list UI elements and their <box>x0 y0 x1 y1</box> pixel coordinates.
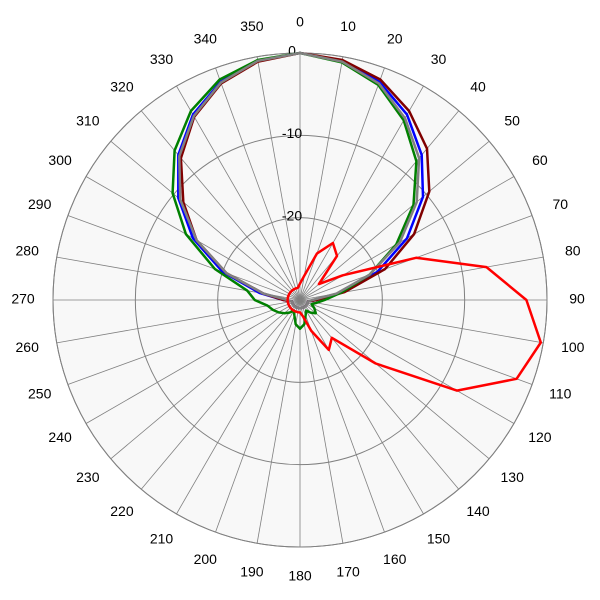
spoke <box>299 299 544 344</box>
angle-label: 180 <box>288 568 312 584</box>
r-tick-label: 0 <box>288 43 296 59</box>
angle-label: 350 <box>240 18 264 34</box>
angle-label: 110 <box>549 385 572 401</box>
angle-label: 10 <box>340 18 356 34</box>
angle-label: 160 <box>383 551 407 567</box>
spoke <box>299 299 533 385</box>
spoke <box>299 299 490 460</box>
angle-label: 140 <box>466 503 490 519</box>
ring <box>134 134 466 466</box>
angle-label: 240 <box>48 429 72 445</box>
spoke <box>110 299 301 460</box>
angle-label: 50 <box>504 113 520 129</box>
angle-label: 80 <box>565 243 581 259</box>
angle-label: 300 <box>48 152 72 168</box>
angle-label: 200 <box>194 551 218 567</box>
angle-label: 170 <box>336 563 360 579</box>
angle-label: 260 <box>16 339 40 355</box>
series-line <box>178 51 421 310</box>
angle-label: 130 <box>501 469 525 485</box>
angle-label: 210 <box>150 531 174 547</box>
angle-label: 330 <box>150 51 174 67</box>
spoke <box>56 299 301 344</box>
spoke <box>299 299 460 490</box>
angle-label: 70 <box>553 196 569 212</box>
spoke <box>299 56 344 301</box>
angle-label: 30 <box>431 51 447 67</box>
angle-label: 340 <box>194 30 218 46</box>
spoke <box>299 110 460 301</box>
angle-label: 320 <box>110 79 134 95</box>
angle-label: 270 <box>11 291 35 307</box>
spoke <box>299 67 385 301</box>
angle-label: 280 <box>16 243 40 259</box>
angle-label: 0 <box>296 14 304 30</box>
spoke <box>215 67 301 301</box>
spoke <box>299 140 490 301</box>
r-tick-label: -10 <box>282 125 302 141</box>
spoke <box>215 299 301 533</box>
angle-label: 60 <box>532 152 548 168</box>
angle-label: 150 <box>427 531 451 547</box>
series-line <box>286 241 543 392</box>
r-tick-label: -20 <box>282 207 302 223</box>
angle-label: 220 <box>110 503 134 519</box>
spoke <box>140 110 301 301</box>
spoke <box>299 299 385 533</box>
spoke <box>67 215 301 301</box>
angle-label: 120 <box>528 429 552 445</box>
spoke <box>67 299 301 385</box>
spoke <box>140 299 301 490</box>
spoke <box>110 140 301 301</box>
ring <box>217 217 383 383</box>
spoke <box>176 299 301 515</box>
angle-label: 250 <box>28 385 52 401</box>
spoke <box>299 299 344 544</box>
spoke <box>256 56 301 301</box>
angle-label: 310 <box>76 113 100 129</box>
spoke <box>176 85 301 301</box>
angle-label: 230 <box>76 469 100 485</box>
angle-label: 90 <box>569 291 585 307</box>
spoke <box>299 299 424 515</box>
spoke <box>256 299 301 544</box>
angle-label: 100 <box>561 339 585 355</box>
angle-label: 20 <box>387 30 403 46</box>
angle-label: 190 <box>240 563 264 579</box>
angle-label: 290 <box>28 196 52 212</box>
spoke <box>299 299 515 424</box>
spoke <box>85 299 301 424</box>
angle-label: 40 <box>470 79 486 95</box>
